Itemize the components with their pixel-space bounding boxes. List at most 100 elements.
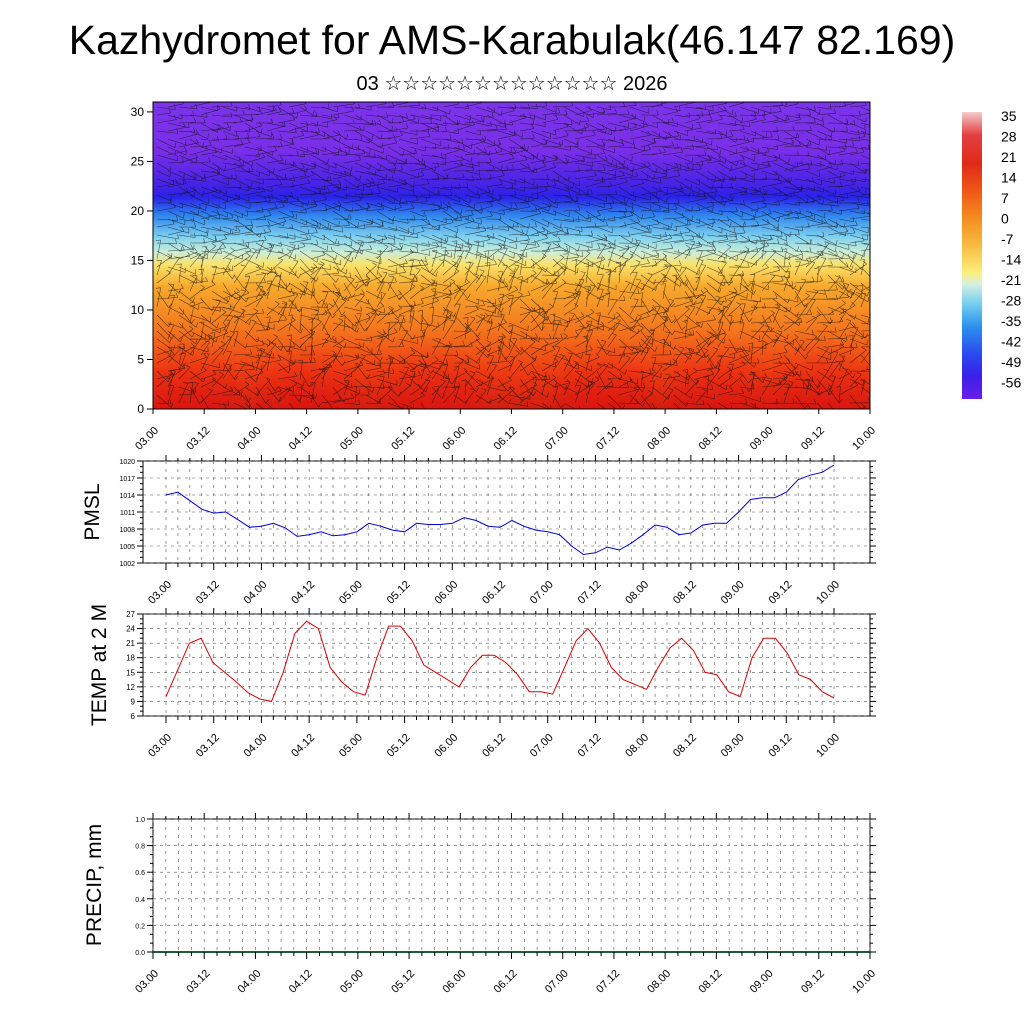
colorbar-label: 28: [1001, 129, 1017, 145]
y-tick-label: 15: [126, 668, 135, 677]
chart-subtitle: 03 ☆☆☆☆☆☆☆☆☆☆☆☆☆ 2026: [356, 73, 668, 95]
time-tick-label: 04.12: [287, 425, 315, 453]
x-tick-label: 09.12: [766, 579, 794, 607]
time-tick-label: 04.00: [236, 425, 264, 453]
colorbar-label: 21: [1001, 149, 1017, 165]
height-tick-label: 20: [131, 204, 145, 218]
x-tick-label: 07.00: [528, 579, 556, 607]
x-tick-label: 09.12: [799, 968, 827, 996]
x-tick-label: 06.12: [492, 968, 520, 996]
x-tick-label: 06.12: [480, 732, 508, 760]
height-tick-label: 5: [137, 352, 144, 366]
x-tick-label: 07.12: [594, 968, 622, 996]
height-axis: 0 5 10 15 20 25 30: [131, 105, 153, 416]
colorbar: 35 28 21 14 7 0 -7 -14 -21 -28 -35 -42 -49 -56: [962, 108, 1021, 399]
temp-grid: [143, 613, 870, 717]
x-tick-label: 04.00: [242, 579, 270, 607]
x-tick-label: 08.12: [697, 968, 725, 996]
colorbar-label: -35: [1001, 313, 1021, 329]
colorbar-label: -56: [1001, 375, 1021, 391]
y-tick-label: 12: [126, 683, 135, 692]
time-tick-label: 05.12: [389, 425, 417, 453]
x-tick-label: 03.00: [146, 732, 174, 760]
time-tick-label: 09.12: [799, 425, 827, 453]
x-tick-label: 06.12: [480, 579, 508, 607]
x-tick-label: 08.12: [671, 732, 699, 760]
colorbar-label: 0: [1001, 211, 1009, 227]
y-tick-label: 1002: [119, 561, 135, 568]
temp-panel: 6 9 12 15 18 21 24 27 03.00 03.12 04.00 04.12 05.00 0…: [88, 604, 876, 760]
y-tick-label: 21: [126, 639, 135, 648]
x-tick-label: 05.00: [337, 732, 365, 760]
x-tick-label: 07.12: [576, 579, 604, 607]
height-tick-label: 0: [137, 402, 144, 416]
x-tick-label: 05.12: [389, 968, 417, 996]
x-tick-label: 10.00: [814, 579, 842, 607]
height-tick-label: 10: [131, 303, 145, 317]
colorbar-label: -42: [1001, 334, 1021, 350]
time-tick-label: 08.00: [645, 425, 673, 453]
time-tick-label: 07.12: [594, 425, 622, 453]
chart-title: Kazhydromet for AMS-Karabulak(46.147 82.…: [68, 17, 956, 63]
x-tick-label: 06.00: [440, 968, 468, 996]
y-tick-label: 0.6: [135, 870, 145, 877]
x-tick-label: 09.00: [719, 579, 747, 607]
x-tick-label: 06.00: [432, 732, 460, 760]
x-tick-label: 04.12: [289, 732, 317, 760]
colorbar-label: -7: [1001, 231, 1014, 247]
y-tick-label: 18: [126, 654, 135, 663]
y-tick-label: 0.0: [135, 950, 145, 957]
y-tick-label: 1005: [119, 544, 135, 551]
x-tick-label: 05.12: [385, 579, 413, 607]
x-tick-label: 07.12: [576, 732, 604, 760]
y-tick-label: 1.0: [135, 817, 145, 824]
colorbar-label: -14: [1001, 252, 1021, 268]
temp-frame: [142, 613, 871, 717]
y-tick-label: 1014: [119, 493, 135, 500]
wind-barbs: [155, 102, 870, 409]
pmsl-series-line: [165, 464, 835, 556]
colorbar-label: -49: [1001, 354, 1021, 370]
height-tick-label: 25: [131, 154, 145, 168]
x-tick-label: 07.00: [528, 732, 556, 760]
x-tick-label: 07.00: [543, 968, 571, 996]
x-tick-label: 08.00: [623, 732, 651, 760]
pmsl-ylabel: PMSL: [81, 483, 104, 540]
x-tick-label: 04.00: [236, 968, 264, 996]
precip-ylabel: PRECIP, mm: [83, 824, 106, 946]
time-tick-label: 06.00: [440, 425, 468, 453]
x-tick-label: 04.12: [287, 968, 315, 996]
time-tick-label: 03.12: [184, 425, 212, 453]
time-tick-label: 03.00: [133, 425, 161, 453]
temp-ylabel: TEMP at 2 M: [88, 604, 111, 726]
x-tick-label: 08.00: [645, 968, 673, 996]
colorbar-label: -21: [1001, 272, 1021, 288]
y-tick-label: 0.2: [135, 923, 145, 930]
colorbar-gradient: [962, 112, 982, 399]
y-tick-label: 1011: [120, 510, 135, 517]
time-tick-label: 08.12: [697, 425, 725, 453]
x-tick-label: 04.12: [289, 579, 317, 607]
warm-blob: [153, 319, 241, 409]
colorbar-label: -28: [1001, 293, 1021, 309]
x-tick-label: 09.12: [766, 732, 794, 760]
time-tick-label: 07.00: [543, 425, 571, 453]
y-tick-label: 9: [131, 697, 136, 706]
temp-series-line: [165, 620, 835, 702]
colorbar-labels: 35 28 21 14 7 0 -7 -14 -21 -28 -35 -42 -49 -56: [1001, 108, 1021, 391]
x-tick-label: 03.00: [133, 968, 161, 996]
x-tick-label: 04.00: [242, 732, 270, 760]
x-tick-label: 08.00: [623, 579, 651, 607]
x-tick-label: 06.00: [432, 579, 460, 607]
colorbar-label: 14: [1001, 170, 1017, 186]
x-tick-label: 10.00: [814, 732, 842, 760]
y-tick-label: 1008: [119, 527, 135, 534]
x-tick-label: 08.12: [671, 579, 699, 607]
y-tick-label: 6: [131, 712, 136, 721]
x-tick-label: 03.12: [194, 579, 222, 607]
y-tick-label: 0.8: [135, 844, 145, 851]
precip-panel: 0.0 0.2 0.4 0.6 0.8 1.0 03.00 03.12 04.00 04.12 05…: [83, 813, 878, 996]
time-tick-label: 09.00: [748, 425, 776, 453]
cross-section-panel: 0 5 10 15 20 25 30 03.00 03.12 04.00 04.12 05.00 05…: [131, 101, 878, 453]
